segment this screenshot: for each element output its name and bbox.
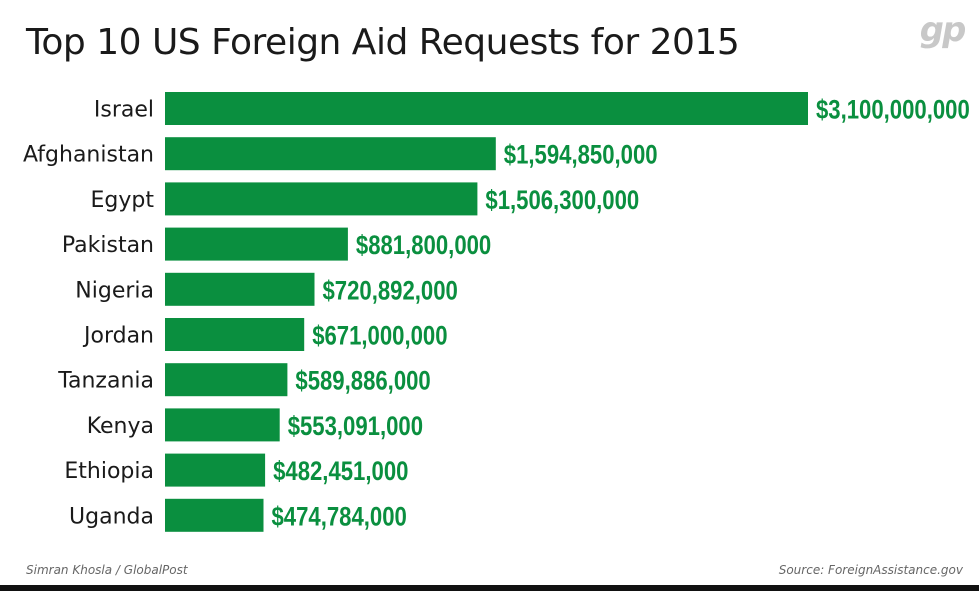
bar [165, 137, 496, 171]
bar [165, 408, 280, 442]
value-label: $720,892,000 [323, 276, 458, 306]
category-label: Pakistan [62, 233, 154, 258]
value-label: $881,800,000 [356, 231, 491, 261]
value-label: $671,000,000 [312, 322, 447, 352]
value-label: $1,594,850,000 [504, 141, 658, 171]
value-label: $1,506,300,000 [485, 186, 639, 216]
value-label: $3,100,000,000 [816, 96, 970, 126]
bar [165, 498, 264, 532]
bar-row-nigeria: Nigeria $720,892,000 [75, 272, 458, 306]
bar-row-kenya: Kenya $553,091,000 [87, 408, 423, 441]
category-label: Kenya [87, 414, 154, 439]
author-credit: Simran Khosla / GlobalPost [26, 563, 188, 577]
bar-row-jordan: Jordan $671,000,000 [82, 318, 448, 351]
bar-row-ethiopia: Ethiopia $482,451,000 [64, 453, 408, 487]
data-source: Source: ForeignAssistance.gov [778, 563, 963, 577]
category-label: Afghanistan [23, 143, 154, 168]
value-label: $482,451,000 [273, 457, 408, 487]
category-label: Tanzania [57, 369, 154, 394]
bar [165, 318, 305, 351]
chart-title: Top 10 US Foreign Aid Requests for 2015 [26, 22, 740, 63]
value-label: $553,091,000 [288, 412, 423, 442]
category-label: Ethiopia [64, 459, 154, 484]
bar-row-afghanistan: Afghanistan $1,594,850,000 [23, 137, 658, 170]
bar [165, 272, 315, 306]
category-label: Israel [94, 98, 154, 123]
bar-row-uganda: Uganda $474,784,000 [69, 498, 407, 532]
bar [165, 363, 288, 397]
category-label: Nigeria [75, 278, 154, 303]
bottom-border [0, 585, 979, 591]
bar-row-egypt: Egypt $1,506,300,000 [91, 182, 639, 216]
bar [165, 182, 478, 216]
category-label: Jordan [82, 324, 154, 349]
bar-row-pakistan: Pakistan $881,800,000 [62, 227, 491, 261]
bar [165, 92, 808, 125]
value-label: $474,784,000 [272, 502, 407, 532]
category-label: Uganda [69, 504, 154, 529]
bar [165, 453, 266, 487]
category-label: Egypt [91, 188, 155, 213]
bar-row-tanzania: Tanzania $589,886,000 [57, 363, 431, 396]
bar [165, 227, 348, 261]
value-label: $589,886,000 [295, 367, 430, 397]
bar-row-israel: Israel $3,100,000,000 [94, 92, 970, 125]
